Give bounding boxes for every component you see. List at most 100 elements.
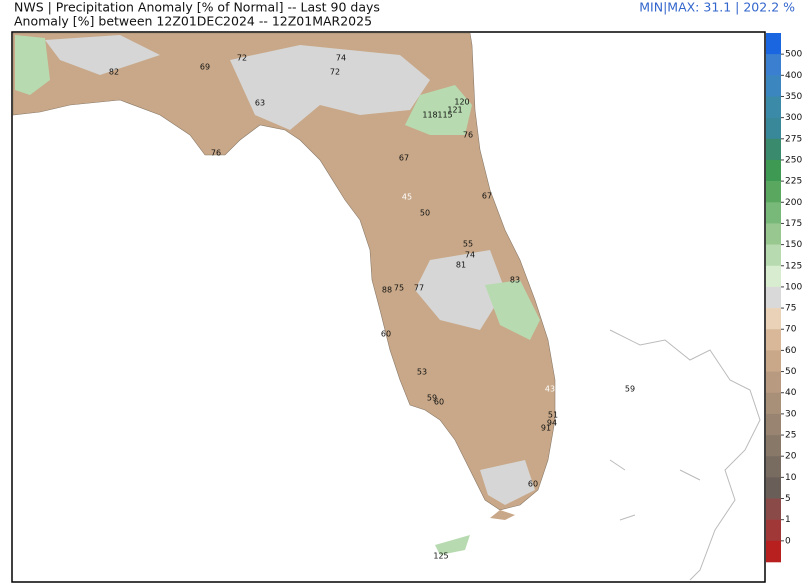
legend-swatch [766,265,781,288]
color-legend: 5004003503002752502252001751501251007570… [766,33,802,563]
station-value: 67 [399,154,409,163]
legend-tick-label: 75 [785,304,796,314]
station-value: 77 [414,284,424,293]
legend-tick-label: 70 [785,325,797,335]
legend-swatch [766,75,781,97]
legend-swatch [766,477,781,499]
legend-tick-label: 400 [785,71,802,81]
station-value: 120 [454,98,469,107]
station-value: 75 [394,284,404,293]
station-value: 125 [433,552,448,561]
legend-swatch [766,117,781,140]
legend-tick-label: 50 [785,367,797,377]
legend-tick-label: 10 [785,473,797,483]
legend-swatch [766,138,781,161]
legend-tick-label: 200 [785,198,802,208]
legend-swatch [766,308,781,330]
wet-area [485,280,540,340]
legend-swatch [766,202,781,224]
legend-tick-label: 40 [785,388,797,398]
wet-area [405,85,472,135]
min-max: MIN|MAX: 31.1 | 202.2 % [639,0,795,15]
station-value: 88 [382,286,392,295]
station-value: 81 [456,261,466,270]
station-value: 72 [330,68,340,77]
legend-tick-label: 300 [785,113,802,123]
station-value: 60 [528,480,538,489]
legend-tick-label: 125 [785,261,802,271]
station-value: 63 [255,99,265,108]
subtitle: Anomaly [%] between 12Z01DEC2024 -- 12Z0… [14,14,372,29]
legend-swatch [766,498,781,520]
legend-swatch [766,33,781,55]
florida-land [12,32,556,511]
legend-swatch [766,286,781,309]
station-value: 60 [381,330,391,339]
station-value: 51 [548,411,558,420]
station-value: 53 [417,368,427,377]
dry-normal-area [45,35,160,75]
station-value: 72 [237,54,247,63]
station-value: 50 [420,209,430,218]
legend-swatch [766,392,781,415]
dry-normal-area [480,460,535,505]
legend-tick-label: 1 [785,515,791,525]
station-value: 76 [463,131,473,140]
legend-swatch [766,456,781,478]
station-value: 67 [482,192,492,201]
station-value: 83 [510,276,520,285]
bahamas-outline [609,329,761,581]
station-value: 118 [422,111,437,120]
keys [490,510,515,520]
legend-swatch [766,413,781,436]
wet-area [15,35,50,95]
legend-tick-label: 25 [785,431,796,441]
station-value: 121 [447,106,462,115]
legend-swatch [766,519,781,542]
legend-tick-label: 5 [785,494,791,504]
legend-swatch [766,181,781,203]
station-value: 59 [625,385,635,394]
legend-tick-label: 150 [785,240,802,250]
legend-swatch [766,54,781,76]
station-value: 115 [437,111,452,120]
station-value: 60 [434,398,444,407]
legend-tick-label: 20 [785,452,797,462]
legend-tick-label: 30 [785,409,797,419]
station-value: 55 [463,240,473,249]
legend-tick-label: 500 [785,50,802,60]
station-value: 82 [109,68,119,77]
dry-normal-area [230,45,430,130]
legend-tick-label: 0 [785,536,791,546]
legend-swatch [766,329,781,351]
legend-swatch [766,159,781,182]
legend-swatch [766,540,781,563]
legend-tick-label: 175 [785,219,802,229]
legend-swatch [766,371,781,394]
station-value: 76 [211,149,221,158]
legend-swatch [766,435,781,457]
keys [435,535,470,555]
land [12,32,556,555]
legend-tick-label: 100 [785,282,802,292]
legend-tick-label: 250 [785,155,802,165]
legend-swatch [766,244,781,267]
station-value: 94 [547,419,557,428]
station-value: 69 [200,63,210,72]
legend-tick-label: 60 [785,346,797,356]
legend-tick-label: 350 [785,92,802,102]
legend-swatch [766,350,781,372]
title: NWS | Precipitation Anomaly [% of Normal… [14,0,380,15]
legend-tick-label: 225 [785,177,802,187]
legend-swatch [766,223,781,245]
station-value: 74 [465,251,475,260]
station-value: 91 [541,424,551,433]
station-value: 59 [427,394,437,403]
station-value: 43 [545,385,555,394]
legend-tick-label: 275 [785,134,802,144]
station-value: 74 [336,54,346,63]
dry-normal-area [415,250,505,330]
legend-swatch [766,96,781,118]
